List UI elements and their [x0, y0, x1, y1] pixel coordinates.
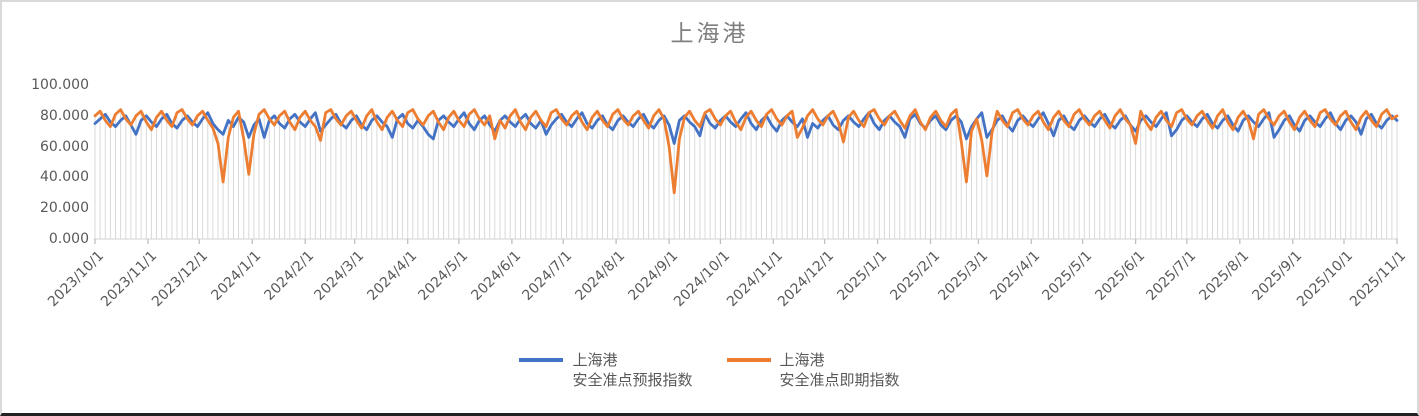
y-axis-tick-label: 0.000: [48, 231, 89, 247]
legend-label-spot-line2: 安全准点即期指数: [779, 371, 900, 389]
y-axis-tick-label: 60.000: [40, 138, 89, 155]
series-line-forecast[interactable]: [93, 111, 1399, 145]
series-line-spot[interactable]: [93, 108, 1399, 195]
chart-title: 上海港: [670, 21, 749, 47]
legend-item-forecast[interactable]: 上海港 安全准点预报指数: [519, 350, 693, 390]
y-axis-tick-label: 80.000: [40, 107, 89, 124]
legend-label-forecast-line1: 上海港: [572, 351, 618, 369]
legend-line-swatch-spot-icon: [726, 358, 771, 362]
y-axis-tick-label: 100.000: [31, 77, 89, 93]
y-axis-tick-label: 20.000: [40, 200, 89, 217]
legend-item-spot[interactable]: 上海港 安全准点即期指数: [726, 350, 900, 390]
chart-legend: 上海港 安全准点预报指数 上海港 安全准点即期指数: [2, 350, 1417, 390]
legend-label-forecast-line2: 安全准点预报指数: [572, 371, 693, 389]
y-axis-tick-label: 40.000: [40, 169, 89, 186]
legend-line-swatch-forecast-icon: [519, 358, 564, 362]
legend-label-spot-line1: 上海港: [779, 351, 825, 369]
